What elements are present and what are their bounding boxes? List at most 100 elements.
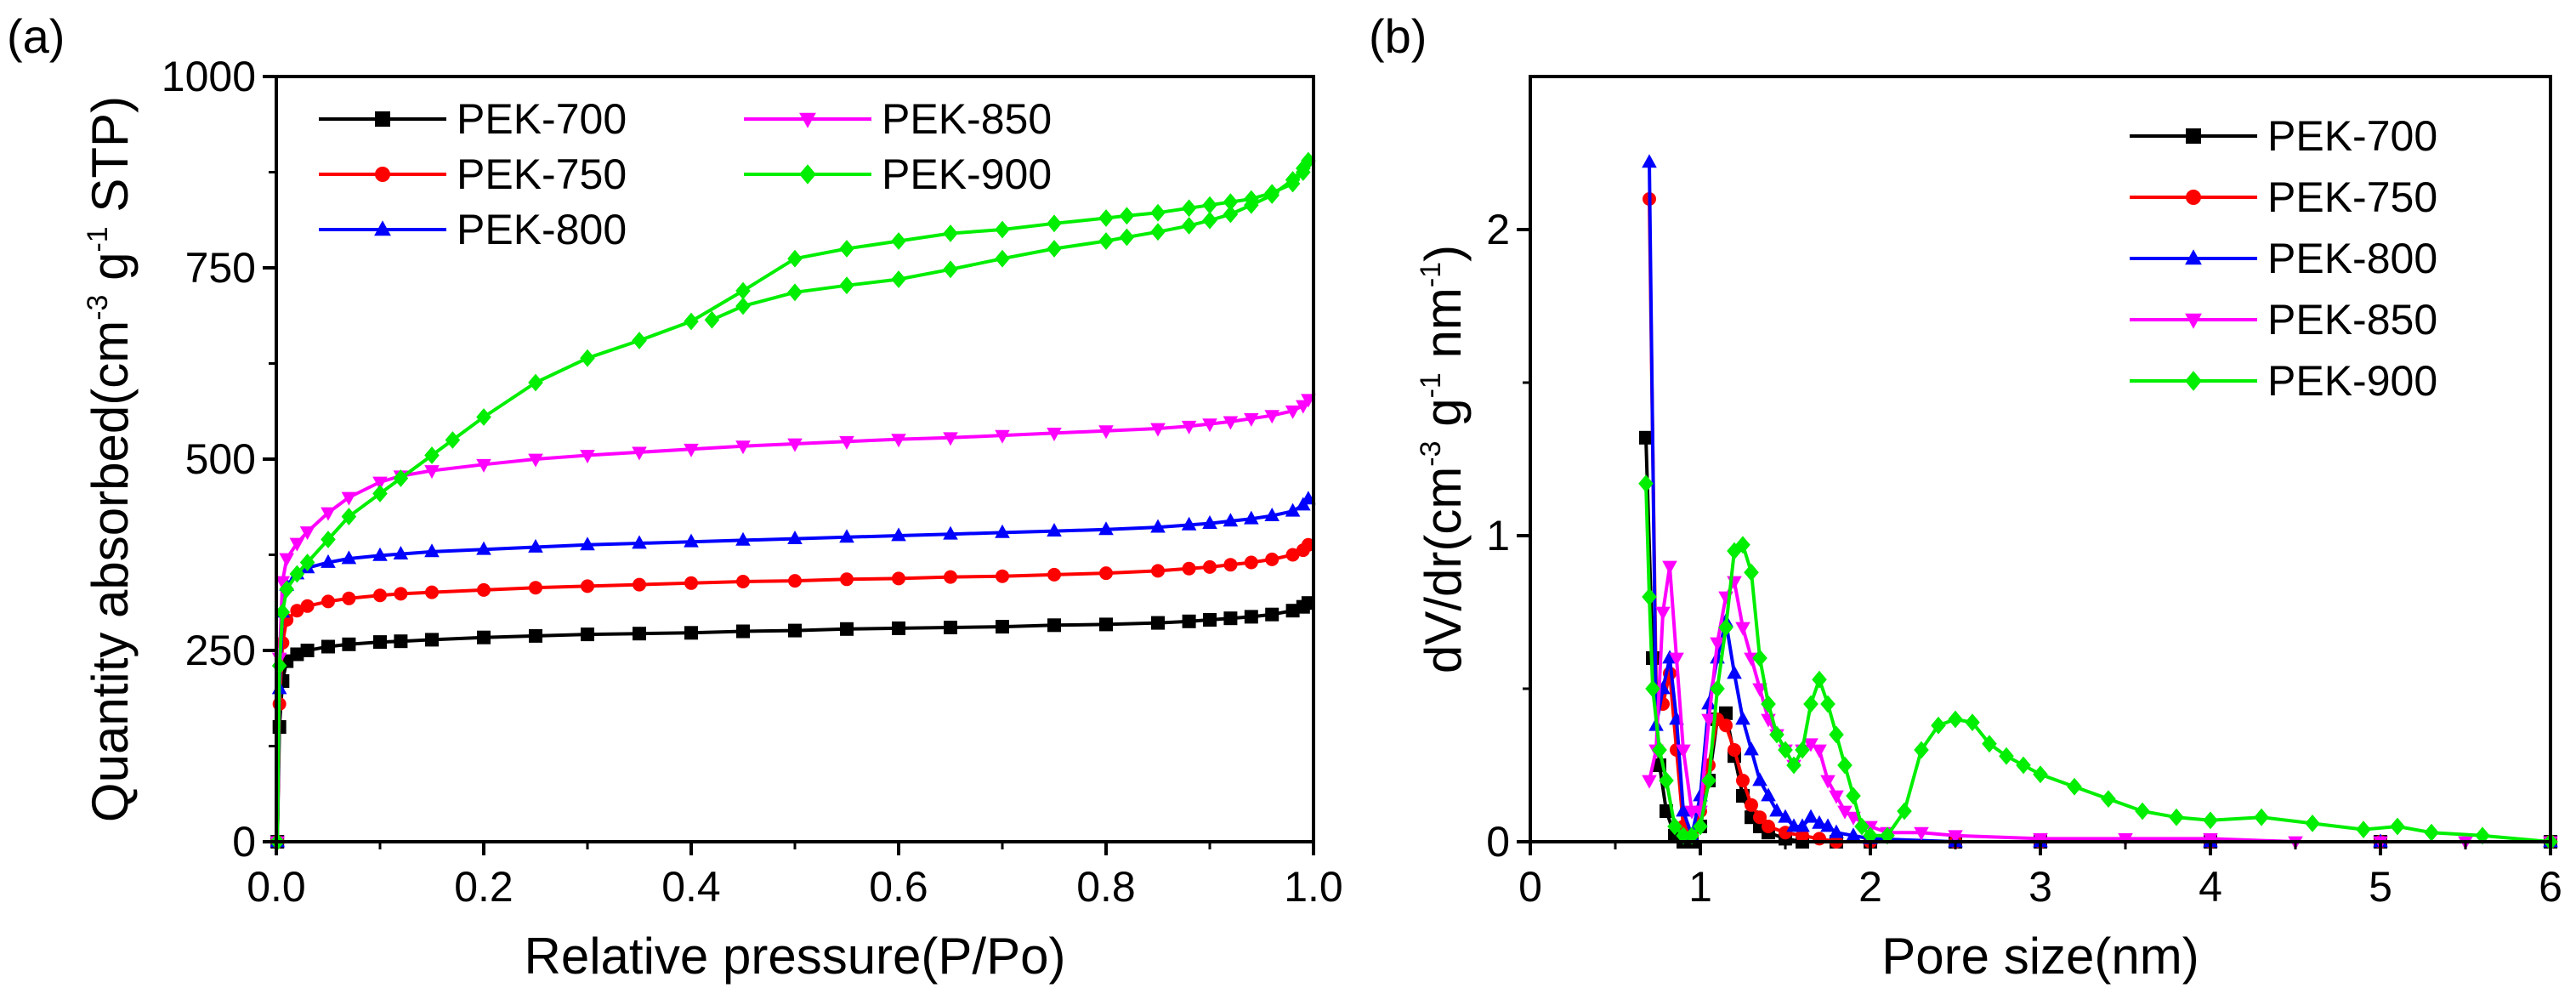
data-point-PEK-850 bbox=[1047, 428, 1062, 441]
data-point-PEK-700 bbox=[1182, 614, 1196, 628]
data-point-PEK-800 bbox=[684, 533, 699, 548]
data-point-PEK-900 bbox=[445, 431, 461, 449]
data-point-PEK-750 bbox=[1182, 561, 1196, 576]
panel-a: (a) 0.0 0.2 0.4 0.6 0.8 1.0 0 250 500 750 1000 Rel… bbox=[7, 9, 1343, 985]
data-point-PEK-850 bbox=[1662, 560, 1677, 575]
data-point-PEK-800 bbox=[891, 527, 906, 542]
data-point-PEK-850 bbox=[1735, 622, 1750, 636]
data-point-PEK-850 bbox=[632, 446, 647, 461]
series-PEK-850 bbox=[1642, 560, 2558, 850]
data-point-PEK-900 bbox=[1846, 786, 1861, 805]
data-point-PEK-900 bbox=[704, 310, 720, 329]
data-point-PEK-800 bbox=[787, 531, 803, 544]
data-point-PEK-700 bbox=[290, 647, 304, 661]
data-point-PEK-800 bbox=[528, 538, 543, 553]
data-point-PEK-800 bbox=[341, 550, 357, 565]
data-point-PEK-700 bbox=[840, 622, 854, 636]
data-point-PEK-800 bbox=[839, 529, 854, 543]
data-point-PEK-700 bbox=[529, 628, 542, 643]
data-point-PEK-800 bbox=[580, 537, 595, 551]
data-point-PEK-850 bbox=[1098, 425, 1114, 440]
data-point-PEK-800 bbox=[393, 546, 409, 559]
data-point-PEK-750 bbox=[290, 604, 304, 618]
data-point-PEK-700 bbox=[892, 621, 905, 635]
data-point-PEK-900 bbox=[839, 276, 854, 295]
data-point-PEK-800 bbox=[1778, 809, 1793, 823]
panel-a-ylabel: Quantity absorbed(cm-3 g-1 STP) bbox=[82, 96, 139, 822]
data-point-PEK-900 bbox=[1693, 817, 1708, 836]
data-point-PEK-800 bbox=[1264, 508, 1279, 521]
data-point-PEK-750 bbox=[1736, 774, 1750, 787]
data-point-PEK-750 bbox=[1203, 559, 1217, 574]
data-point-PEK-700 bbox=[300, 644, 315, 657]
y-tick-label: 0 bbox=[1486, 818, 1510, 866]
data-point-PEK-850 bbox=[580, 450, 595, 464]
data-point-PEK-850 bbox=[1837, 805, 1853, 820]
panel-b-ticks: 0 1 2 3 4 5 6 0 1 2 bbox=[1486, 206, 2562, 911]
data-point-PEK-750 bbox=[1047, 567, 1061, 582]
series-PEK-850 bbox=[270, 394, 1316, 850]
data-point-PEK-800 bbox=[1098, 521, 1114, 536]
data-point-PEK-800 bbox=[1244, 510, 1259, 525]
data-point-PEK-750 bbox=[425, 585, 439, 599]
data-point-PEK-900 bbox=[1829, 725, 1844, 744]
data-point-PEK-850 bbox=[1181, 420, 1197, 434]
data-point-PEK-900 bbox=[1854, 817, 1870, 836]
data-point-PEK-700 bbox=[633, 627, 646, 641]
panel-a-legend: PEK-700 PEK-750 PEK-800 PEK-850 PEK-900 bbox=[319, 95, 1052, 253]
legend-label: PEK-900 bbox=[882, 150, 1052, 198]
data-point-PEK-750 bbox=[892, 571, 905, 586]
data-point-PEK-700 bbox=[425, 633, 439, 647]
data-point-PEK-750 bbox=[736, 575, 750, 588]
data-point-PEK-900 bbox=[1150, 223, 1166, 241]
data-point-PEK-850 bbox=[995, 429, 1010, 444]
legend-item-PEK-800: PEK-800 bbox=[319, 206, 627, 253]
data-point-PEK-800 bbox=[1761, 787, 1776, 802]
legend-marker bbox=[2185, 371, 2202, 391]
data-point-PEK-900 bbox=[1752, 649, 1767, 667]
data-point-PEK-900 bbox=[1296, 159, 1311, 178]
data-point-PEK-850 bbox=[299, 526, 315, 541]
data-point-PEK-750 bbox=[788, 574, 802, 588]
data-point-PEK-750 bbox=[1719, 718, 1733, 733]
data-point-PEK-700 bbox=[944, 621, 957, 634]
data-point-PEK-900 bbox=[1047, 214, 1062, 233]
data-point-PEK-900 bbox=[1931, 716, 1946, 735]
data-point-PEK-850 bbox=[735, 440, 751, 455]
data-point-PEK-800 bbox=[321, 554, 336, 568]
data-point-PEK-900 bbox=[1642, 588, 1657, 606]
data-point-PEK-800 bbox=[995, 524, 1010, 538]
data-point-PEK-850 bbox=[943, 432, 958, 446]
legend-label: PEK-700 bbox=[457, 95, 627, 143]
data-point-PEK-850 bbox=[891, 434, 906, 448]
data-point-PEK-800 bbox=[1285, 503, 1301, 517]
series-line-PEK-700 bbox=[1644, 437, 2550, 843]
data-point-PEK-900 bbox=[1285, 171, 1301, 189]
data-point-PEK-900 bbox=[1047, 240, 1062, 258]
data-point-PEK-900 bbox=[943, 224, 958, 242]
data-point-PEK-900 bbox=[1803, 695, 1819, 713]
data-point-PEK-900 bbox=[1820, 695, 1836, 713]
data-point-PEK-850 bbox=[1829, 790, 1844, 804]
data-point-PEK-850 bbox=[341, 491, 357, 506]
x-tick-label: 1 bbox=[1688, 863, 1712, 911]
data-point-PEK-850 bbox=[1655, 606, 1671, 621]
data-point-PEK-800 bbox=[424, 543, 440, 558]
data-point-PEK-700 bbox=[394, 634, 408, 649]
data-point-PEK-850 bbox=[787, 438, 803, 452]
data-point-PEK-800 bbox=[1820, 818, 1836, 832]
y-tick-label: 2 bbox=[1486, 206, 1510, 253]
legend-marker bbox=[375, 111, 390, 127]
data-point-PEK-750 bbox=[373, 588, 387, 603]
data-point-PEK-750 bbox=[1223, 558, 1238, 572]
data-point-PEK-800 bbox=[1701, 696, 1716, 710]
data-point-PEK-800 bbox=[943, 525, 958, 540]
data-point-PEK-900 bbox=[1786, 756, 1801, 775]
data-point-PEK-900 bbox=[1914, 741, 1929, 759]
data-point-PEK-900 bbox=[1701, 771, 1716, 790]
data-point-PEK-850 bbox=[275, 576, 291, 590]
data-point-PEK-700 bbox=[581, 627, 594, 642]
data-point-PEK-850 bbox=[372, 476, 388, 491]
legend-item-PEK-900: PEK-900 bbox=[2130, 357, 2437, 405]
data-point-PEK-850 bbox=[1914, 826, 1929, 841]
